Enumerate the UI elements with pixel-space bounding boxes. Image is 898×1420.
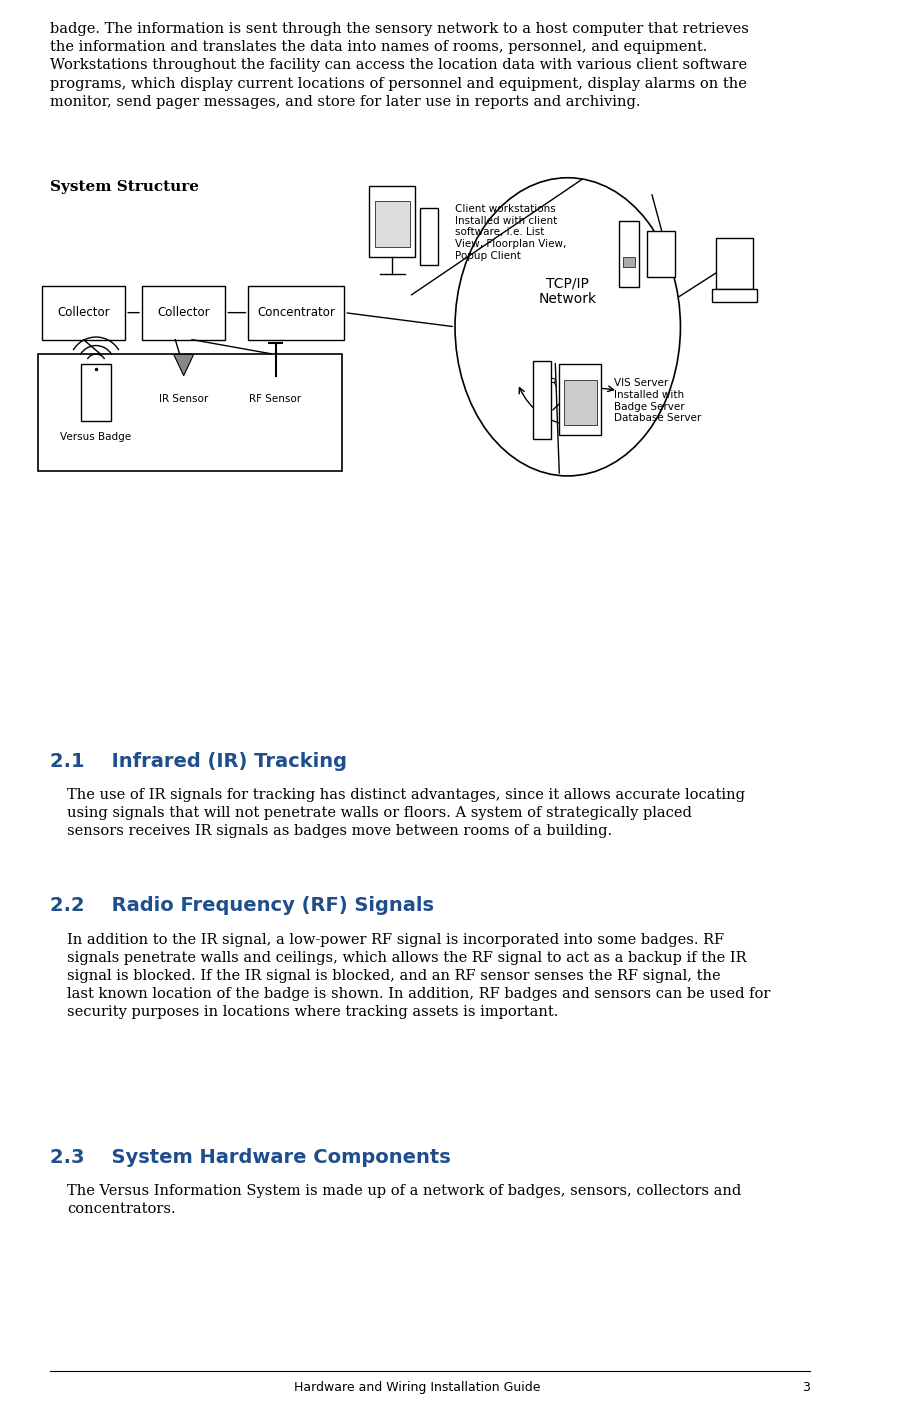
Bar — [375, 200, 409, 247]
Bar — [41, 285, 125, 339]
Ellipse shape — [455, 178, 681, 476]
Polygon shape — [173, 355, 194, 376]
Bar — [249, 285, 345, 339]
Text: Concentrator: Concentrator — [258, 307, 335, 320]
Text: Hardware and Wiring Installation Guide: Hardware and Wiring Installation Guide — [295, 1382, 541, 1394]
Text: The use of IR signals for tracking has distinct advantages, since it allows accu: The use of IR signals for tracking has d… — [66, 788, 744, 838]
Text: TCP/IP
Network: TCP/IP Network — [539, 277, 597, 307]
Bar — [647, 231, 675, 277]
Text: 2.1    Infrared (IR) Tracking: 2.1 Infrared (IR) Tracking — [50, 753, 348, 771]
Bar — [716, 239, 753, 290]
Bar — [369, 186, 416, 257]
Text: Collector: Collector — [57, 307, 110, 320]
Bar — [38, 354, 342, 471]
Text: RF Sensor: RF Sensor — [250, 395, 302, 405]
Text: IR Sensor: IR Sensor — [159, 395, 208, 405]
Text: The Versus Information System is made up of a network of badges, sensors, collec: The Versus Information System is made up… — [66, 1184, 741, 1217]
Text: Client workstations
Installed with client
software, i.e. List
View, Floorplan Vi: Client workstations Installed with clien… — [455, 204, 567, 260]
Bar — [81, 365, 111, 422]
Bar — [419, 207, 438, 264]
Text: System Structure: System Structure — [50, 180, 199, 195]
Bar — [533, 361, 551, 439]
Text: Collector: Collector — [157, 307, 210, 320]
Bar — [564, 381, 597, 426]
Text: VIS Server
Installed with
Badge Server
Database Server: VIS Server Installed with Badge Server D… — [613, 379, 701, 423]
Text: badge. The information is sent through the sensory network to a host computer th: badge. The information is sent through t… — [50, 21, 749, 109]
Text: In addition to the IR signal, a low-power RF signal is incorporated into some ba: In addition to the IR signal, a low-powe… — [66, 933, 770, 1020]
Bar — [142, 285, 225, 339]
Text: 2.2    Radio Frequency (RF) Signals: 2.2 Radio Frequency (RF) Signals — [50, 896, 434, 916]
Text: Versus Badge: Versus Badge — [60, 433, 132, 443]
Bar — [712, 290, 757, 302]
Text: IR Data: IR Data — [546, 378, 590, 391]
Bar — [623, 257, 635, 267]
Bar — [619, 220, 638, 287]
Text: 2.3    System Hardware Components: 2.3 System Hardware Components — [50, 1147, 451, 1167]
Text: 3: 3 — [802, 1382, 810, 1394]
Bar — [559, 365, 601, 436]
